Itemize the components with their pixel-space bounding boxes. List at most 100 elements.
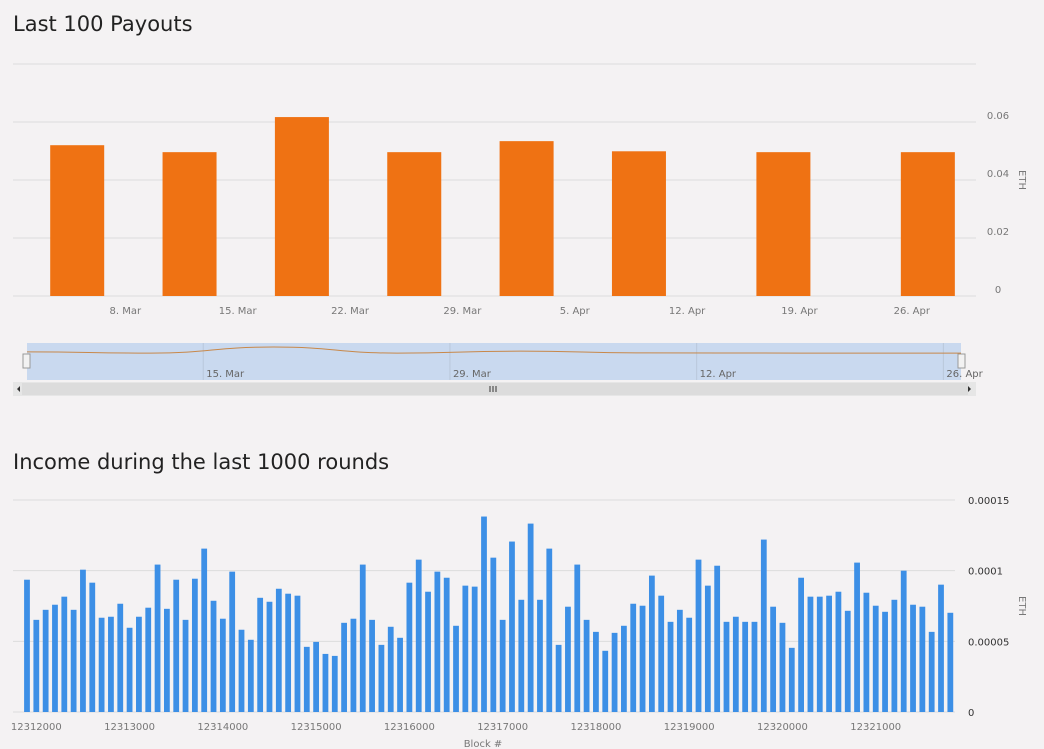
bar: [274, 117, 329, 296]
bar: [359, 564, 366, 712]
bar: [462, 585, 469, 712]
bar: [369, 619, 375, 712]
bar: [779, 622, 786, 712]
bar: [667, 621, 674, 712]
bar: [863, 592, 870, 712]
bar: [732, 616, 739, 712]
x-tick-label: 8. Mar: [110, 306, 142, 317]
bar: [387, 152, 442, 296]
bar: [33, 619, 40, 712]
bar: [788, 647, 795, 712]
bar: [397, 637, 403, 712]
bar: [341, 622, 347, 712]
bar: [303, 646, 310, 712]
bar: [844, 610, 851, 712]
bar: [928, 631, 935, 712]
bar: [798, 577, 805, 712]
x-tick-label: 12321000: [850, 722, 901, 733]
x-tick-label: 12312000: [11, 722, 62, 733]
navigator-handle[interactable]: [22, 353, 31, 369]
bar: [257, 597, 264, 712]
chart-title: Last 100 Payouts: [13, 12, 193, 36]
bar: [70, 609, 77, 712]
bar: [322, 653, 329, 712]
bar: [136, 616, 142, 712]
bar: [854, 562, 860, 712]
x-tick-label: 12315000: [291, 722, 342, 733]
x-tick-label: 12. Apr: [669, 306, 706, 317]
x-tick-label: 12316000: [384, 722, 435, 733]
y-tick-label: 0.02: [987, 227, 1009, 238]
bar: [611, 151, 666, 296]
bar: [145, 607, 152, 712]
bar: [947, 612, 954, 712]
navigator-label: 15. Mar: [206, 369, 245, 380]
navigator-handle[interactable]: [957, 353, 966, 369]
x-tick-label: 12313000: [104, 722, 155, 733]
bar: [285, 593, 292, 712]
bar: [294, 595, 301, 712]
bar: [61, 596, 68, 712]
bar: [742, 621, 749, 712]
bar: [630, 603, 637, 712]
bar: [219, 618, 226, 712]
x-tick-label: 5. Apr: [560, 306, 591, 317]
y-tick-label: 0.00005: [968, 637, 1009, 648]
bar: [191, 578, 198, 712]
bar: [350, 618, 357, 712]
bar: [658, 595, 665, 712]
bar: [425, 591, 431, 712]
x-axis-label: Block #: [464, 739, 503, 749]
bar: [704, 585, 711, 712]
bar: [499, 619, 506, 712]
bar: [686, 617, 693, 712]
bar: [574, 564, 581, 712]
bar: [210, 600, 217, 712]
bar: [162, 152, 217, 296]
bar: [835, 591, 842, 712]
navigator-label: 29. Mar: [453, 369, 492, 380]
y-axis-label: ETH: [1016, 596, 1027, 616]
bar: [565, 606, 571, 712]
navigator-label: 12. Apr: [700, 369, 737, 380]
bar: [900, 570, 907, 712]
bar: [639, 605, 646, 712]
x-tick-label: 12319000: [664, 722, 715, 733]
bar: [826, 595, 832, 712]
bar: [229, 571, 236, 712]
y-tick-label: 0.04: [987, 169, 1009, 180]
bar: [52, 604, 58, 712]
bar: [415, 559, 422, 712]
bar: [555, 644, 562, 712]
bar: [331, 655, 338, 712]
bar: [714, 565, 721, 712]
x-tick-label: 12320000: [757, 722, 808, 733]
x-tick-label: 22. Mar: [331, 306, 370, 317]
bar: [98, 617, 105, 712]
navigator-window[interactable]: [27, 343, 961, 380]
bar: [453, 625, 459, 712]
bar: [173, 579, 180, 712]
scrollbar-thumb[interactable]: [22, 383, 968, 395]
bar: [50, 145, 105, 296]
bar: [24, 579, 30, 712]
bar: [238, 629, 245, 712]
x-tick-label: 29. Mar: [443, 306, 482, 317]
bar: [499, 141, 554, 296]
x-tick-label: 19. Apr: [781, 306, 818, 317]
y-tick-label: 0.0001: [968, 567, 1003, 578]
bar: [723, 621, 730, 712]
bar: [509, 541, 515, 712]
bar: [266, 601, 273, 712]
navigator-label: 26. Apr: [946, 369, 983, 380]
bar: [108, 616, 114, 712]
bar: [756, 152, 811, 296]
y-tick-label: 0.06: [987, 111, 1009, 122]
bar: [676, 609, 683, 712]
bar: [126, 627, 133, 712]
y-tick-label: 0: [968, 708, 974, 719]
bar: [247, 639, 254, 712]
bar: [518, 599, 525, 712]
y-tick-label: 0.00015: [968, 496, 1009, 507]
